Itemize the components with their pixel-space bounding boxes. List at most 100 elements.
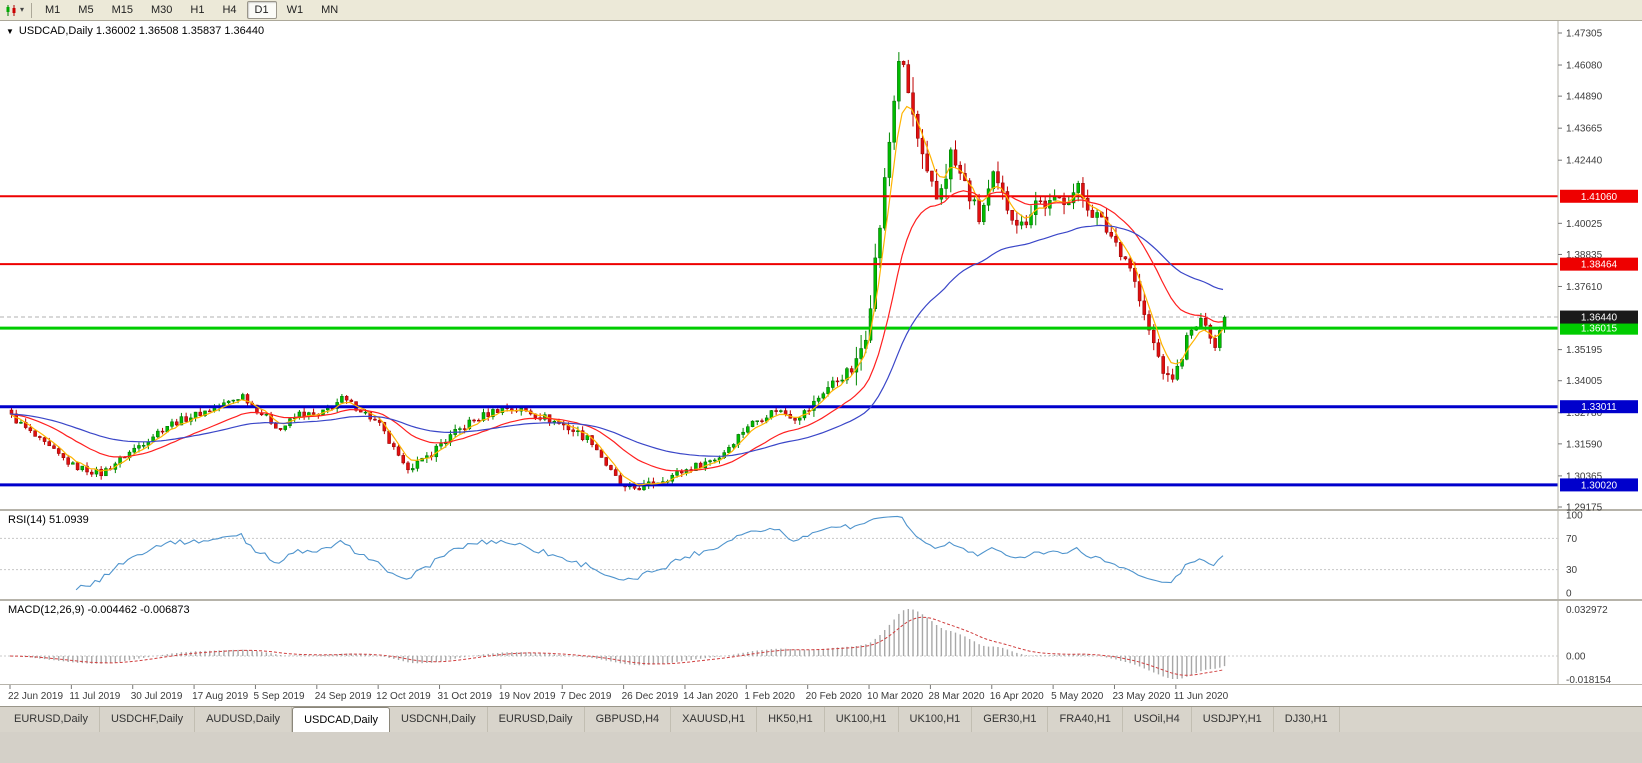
- chart-tab-usdchf-daily[interactable]: USDCHF,Daily: [100, 707, 196, 732]
- current-price-badge: [1560, 310, 1638, 324]
- price-axis-label: 1.47305: [1566, 29, 1603, 40]
- timeframe-button-d1[interactable]: D1: [246, 1, 277, 19]
- current-price-badge-label: 1.36440: [1581, 313, 1618, 324]
- chart-tab-fra40-h1[interactable]: FRA40,H1: [1048, 707, 1123, 732]
- candlestick-series: [9, 52, 1227, 492]
- macd-indicator-label: MACD(12,26,9) -0.004462 -0.006873: [8, 604, 190, 616]
- rsi-pane[interactable]: [75, 515, 1224, 591]
- date-axis-label: 31 Oct 2019: [438, 691, 493, 702]
- timeframe-button-m30[interactable]: M30: [150, 4, 173, 16]
- chart-tab-eurusd-daily[interactable]: EURUSD,Daily: [3, 707, 100, 732]
- date-axis-label: 11 Jun 2020: [1174, 691, 1229, 702]
- chart-tab-uk100-h1[interactable]: UK100,H1: [825, 707, 899, 732]
- price-axis-label: 1.34005: [1566, 376, 1603, 387]
- price-axis-label: 1.31590: [1566, 439, 1603, 450]
- chart-tab-dj30-h1[interactable]: DJ30,H1: [1274, 707, 1340, 732]
- rsi-axis-label: 0: [1566, 589, 1572, 600]
- chart-tab-uk100-h1[interactable]: UK100,H1: [899, 707, 973, 732]
- price-axis-label: 1.42440: [1566, 156, 1603, 167]
- price-axis-label: 1.46080: [1566, 61, 1603, 72]
- chart-tab-usdjpy-h1[interactable]: USDJPY,H1: [1192, 707, 1274, 732]
- moving-average-50: [9, 224, 1224, 457]
- macd-axis-label: 0.00: [1566, 651, 1586, 662]
- timeframe-button-w1[interactable]: W1: [286, 4, 304, 16]
- date-axis-label: 17 Aug 2019: [192, 691, 249, 702]
- chart-tab-ger30-h1[interactable]: GER30,H1: [972, 707, 1049, 732]
- timeframe-button-m1[interactable]: M1: [45, 4, 61, 16]
- price-axis-label: 1.37610: [1566, 282, 1603, 293]
- price-axis-label: 1.35195: [1566, 345, 1603, 356]
- timeframe-button-h1[interactable]: H1: [190, 4, 205, 16]
- timeframe-button-m5[interactable]: M5: [78, 4, 94, 16]
- rsi-axis-label: 30: [1566, 565, 1578, 576]
- chart-tab-gbpusd-h4[interactable]: GBPUSD,H4: [585, 707, 672, 732]
- date-axis-label: 24 Sep 2019: [315, 691, 372, 702]
- rsi-axis-label: 100: [1566, 511, 1583, 522]
- top-toolbar: ▾ M1 M5 M15 M30 H1 H4 D1 W1 MN: [0, 0, 1642, 21]
- chart-tab-usdcnh-daily[interactable]: USDCNH,Daily: [390, 707, 488, 732]
- level-price-badge: [1560, 478, 1638, 492]
- rsi-indicator-label: RSI(14) 51.0939: [8, 514, 89, 526]
- timeframe-toolbar: M1 M5 M15 M30 H1 H4 D1 W1 MN: [36, 0, 347, 20]
- price-axis-label: 1.32780: [1566, 408, 1603, 419]
- date-axis-label: 1 Feb 2020: [744, 691, 795, 702]
- price-axis-label: 1.38835: [1566, 250, 1603, 261]
- moving-average-5: [9, 105, 1224, 486]
- price-axis-label: 1.40025: [1566, 219, 1603, 230]
- level-price-badge-label: 1.33011: [1581, 402, 1617, 413]
- price-pane[interactable]: [0, 52, 1558, 492]
- rsi-axis-label: 70: [1566, 534, 1578, 545]
- date-axis-label: 7 Dec 2019: [560, 691, 612, 702]
- level-price-badge-label: 1.38464: [1581, 260, 1618, 271]
- level-price-badge-label: 1.30020: [1581, 480, 1618, 491]
- price-axis-label: 1.29175: [1566, 503, 1603, 514]
- date-axis-label: 10 Mar 2020: [867, 691, 924, 702]
- date-axis-label: 22 Jun 2019: [8, 691, 63, 702]
- macd-axis-label: -0.018154: [1566, 675, 1611, 686]
- date-axis-label: 5 Sep 2019: [253, 691, 305, 702]
- date-axis-label: 5 May 2020: [1051, 691, 1104, 702]
- subwindow-marker-icon: ▼: [6, 26, 14, 36]
- chart-tab-usdcad-daily[interactable]: USDCAD,Daily: [292, 707, 391, 732]
- chevron-down-icon: ▾: [20, 5, 25, 14]
- level-price-badge: [1560, 189, 1638, 203]
- level-price-badge: [1560, 257, 1638, 271]
- chart-tab-audusd-daily[interactable]: AUDUSD,Daily: [195, 707, 293, 732]
- level-price-badge-label: 1.36015: [1581, 324, 1618, 335]
- toolbar-separator: [31, 2, 33, 18]
- pane-separator[interactable]: [0, 509, 1642, 511]
- level-price-badge-label: 1.41060: [1581, 192, 1618, 203]
- chart-title-text: USDCAD,Daily 1.36002 1.36508 1.35837 1.3…: [18, 25, 265, 37]
- chart-background: [0, 21, 1642, 706]
- pane-separator[interactable]: [0, 599, 1642, 601]
- chart-tab-xauusd-h1[interactable]: XAUUSD,H1: [671, 707, 758, 732]
- date-axis-label: 30 Jul 2019: [131, 691, 183, 702]
- chart-region: ▼ USDCAD,Daily 1.36002 1.36508 1.35837 1…: [0, 21, 1642, 706]
- timeframe-button-h4[interactable]: H4: [222, 4, 237, 16]
- date-axis-label: 11 Jul 2019: [69, 691, 120, 702]
- date-axis-label: 16 Apr 2020: [990, 691, 1044, 702]
- rsi-line: [75, 515, 1224, 591]
- chart-type-button[interactable]: ▾: [2, 1, 27, 19]
- trading-chart-canvas[interactable]: 1.47305 1.46080 1.44890 1.43665 1.42440 1.400…: [0, 21, 1642, 706]
- price-axis-label: 1.44890: [1566, 92, 1603, 103]
- date-axis-label: 19 Nov 2019: [499, 691, 556, 702]
- price-axis-label: 1.30365: [1566, 471, 1603, 482]
- date-axis-label: 20 Feb 2020: [806, 691, 863, 702]
- candlestick-chart-icon: [6, 4, 16, 16]
- level-price-badge: [1560, 321, 1638, 335]
- date-axis-label: 23 May 2020: [1112, 691, 1170, 702]
- timeframe-button-m15[interactable]: M15: [111, 4, 133, 16]
- timeframe-button-mn[interactable]: MN: [321, 4, 339, 16]
- chart-tab-hk50-h1[interactable]: HK50,H1: [757, 707, 825, 732]
- date-axis-label: 12 Oct 2019: [376, 691, 431, 702]
- chart-tab-usoil-h4[interactable]: USOil,H4: [1123, 707, 1192, 732]
- level-price-badge: [1560, 400, 1638, 414]
- price-axis-label: 1.43665: [1566, 124, 1603, 135]
- chart-tab-eurusd-daily[interactable]: EURUSD,Daily: [488, 707, 585, 732]
- moving-average-20: [9, 190, 1224, 472]
- macd-pane[interactable]: [9, 609, 1226, 679]
- date-axis-label: 26 Dec 2019: [622, 691, 679, 702]
- chart-title-bar: ▼ USDCAD,Daily 1.36002 1.36508 1.35837 1…: [6, 25, 264, 37]
